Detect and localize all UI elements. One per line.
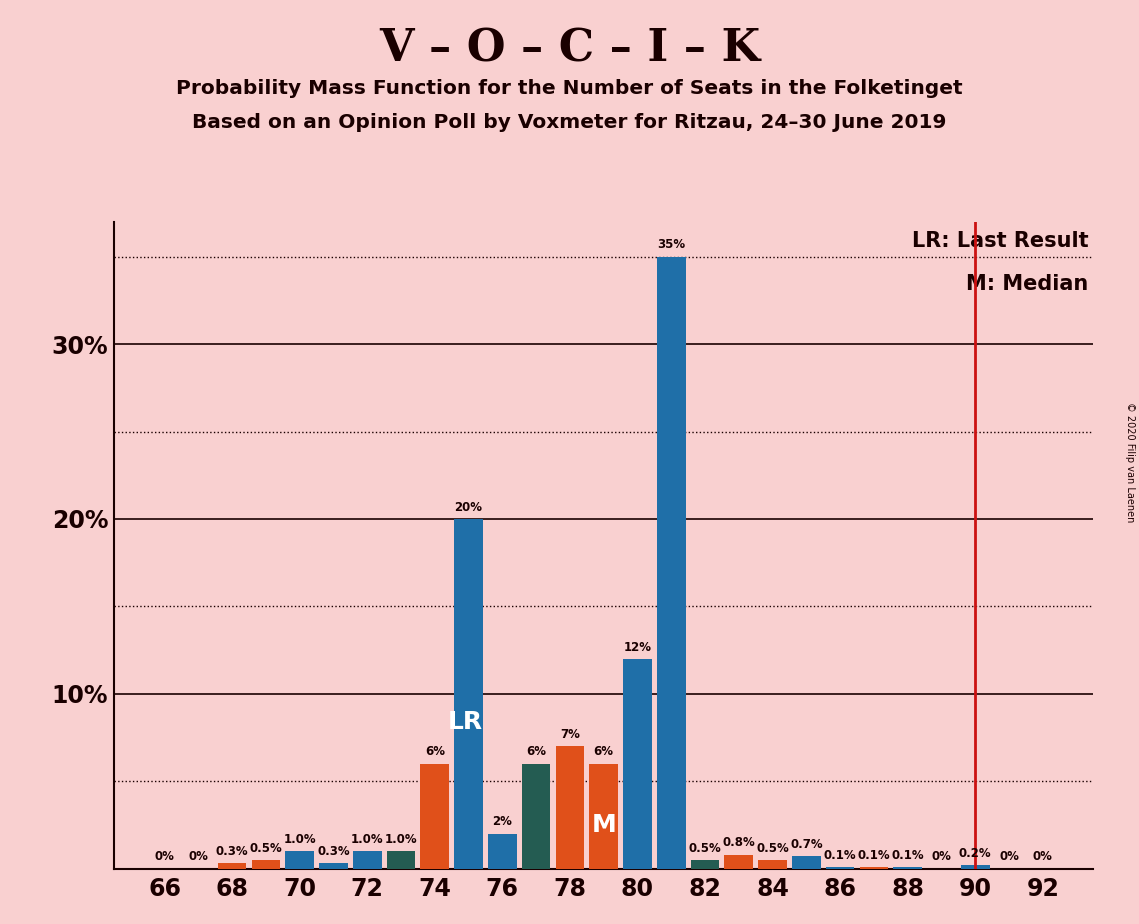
Text: 0%: 0% xyxy=(155,850,174,863)
Bar xyxy=(353,851,382,869)
Text: 1.0%: 1.0% xyxy=(385,833,417,845)
Text: © 2020 Filip van Laenen: © 2020 Filip van Laenen xyxy=(1125,402,1134,522)
Bar xyxy=(826,867,854,869)
Text: V – O – C – I – K: V – O – C – I – K xyxy=(379,28,760,71)
Text: 0.1%: 0.1% xyxy=(858,848,891,861)
Text: LR: Last Result: LR: Last Result xyxy=(912,231,1089,251)
Text: 2%: 2% xyxy=(492,815,513,828)
Bar xyxy=(657,257,686,869)
Bar xyxy=(556,747,584,869)
Text: 0%: 0% xyxy=(932,850,951,863)
Text: 12%: 12% xyxy=(623,640,652,653)
Text: 0.2%: 0.2% xyxy=(959,846,992,860)
Bar xyxy=(792,857,821,869)
Text: 0%: 0% xyxy=(188,850,208,863)
Bar xyxy=(454,519,483,869)
Bar xyxy=(218,863,246,869)
Bar xyxy=(386,851,416,869)
Text: M: M xyxy=(591,812,616,836)
Bar xyxy=(961,865,990,869)
Bar xyxy=(522,763,550,869)
Text: 7%: 7% xyxy=(560,728,580,741)
Bar xyxy=(487,833,517,869)
Text: Probability Mass Function for the Number of Seats in the Folketinget: Probability Mass Function for the Number… xyxy=(177,79,962,98)
Text: 0%: 0% xyxy=(999,850,1019,863)
Text: 35%: 35% xyxy=(657,238,686,251)
Bar xyxy=(286,851,314,869)
Text: 6%: 6% xyxy=(526,746,546,759)
Bar xyxy=(690,860,720,869)
Text: 6%: 6% xyxy=(425,746,445,759)
Bar xyxy=(589,763,618,869)
Bar xyxy=(893,867,923,869)
Text: 0.3%: 0.3% xyxy=(317,845,350,858)
Text: 0.1%: 0.1% xyxy=(892,848,924,861)
Text: Based on an Opinion Poll by Voxmeter for Ritzau, 24–30 June 2019: Based on an Opinion Poll by Voxmeter for… xyxy=(192,113,947,132)
Text: 0.5%: 0.5% xyxy=(689,842,721,855)
Text: 1.0%: 1.0% xyxy=(351,833,384,845)
Bar xyxy=(759,860,787,869)
Bar xyxy=(724,855,753,869)
Text: 0.8%: 0.8% xyxy=(722,836,755,849)
Text: 0.1%: 0.1% xyxy=(823,848,857,861)
Bar xyxy=(623,659,652,869)
Bar xyxy=(319,863,347,869)
Text: 20%: 20% xyxy=(454,501,483,514)
Text: 0.5%: 0.5% xyxy=(249,842,282,855)
Bar xyxy=(252,860,280,869)
Text: 0.5%: 0.5% xyxy=(756,842,789,855)
Text: LR: LR xyxy=(448,710,483,734)
Text: 0.3%: 0.3% xyxy=(215,845,248,858)
Text: 0.7%: 0.7% xyxy=(790,838,822,851)
Bar xyxy=(860,867,888,869)
Bar xyxy=(420,763,449,869)
Text: M: Median: M: Median xyxy=(966,274,1089,294)
Text: 1.0%: 1.0% xyxy=(284,833,316,845)
Text: 0%: 0% xyxy=(1033,850,1052,863)
Text: 6%: 6% xyxy=(593,746,614,759)
